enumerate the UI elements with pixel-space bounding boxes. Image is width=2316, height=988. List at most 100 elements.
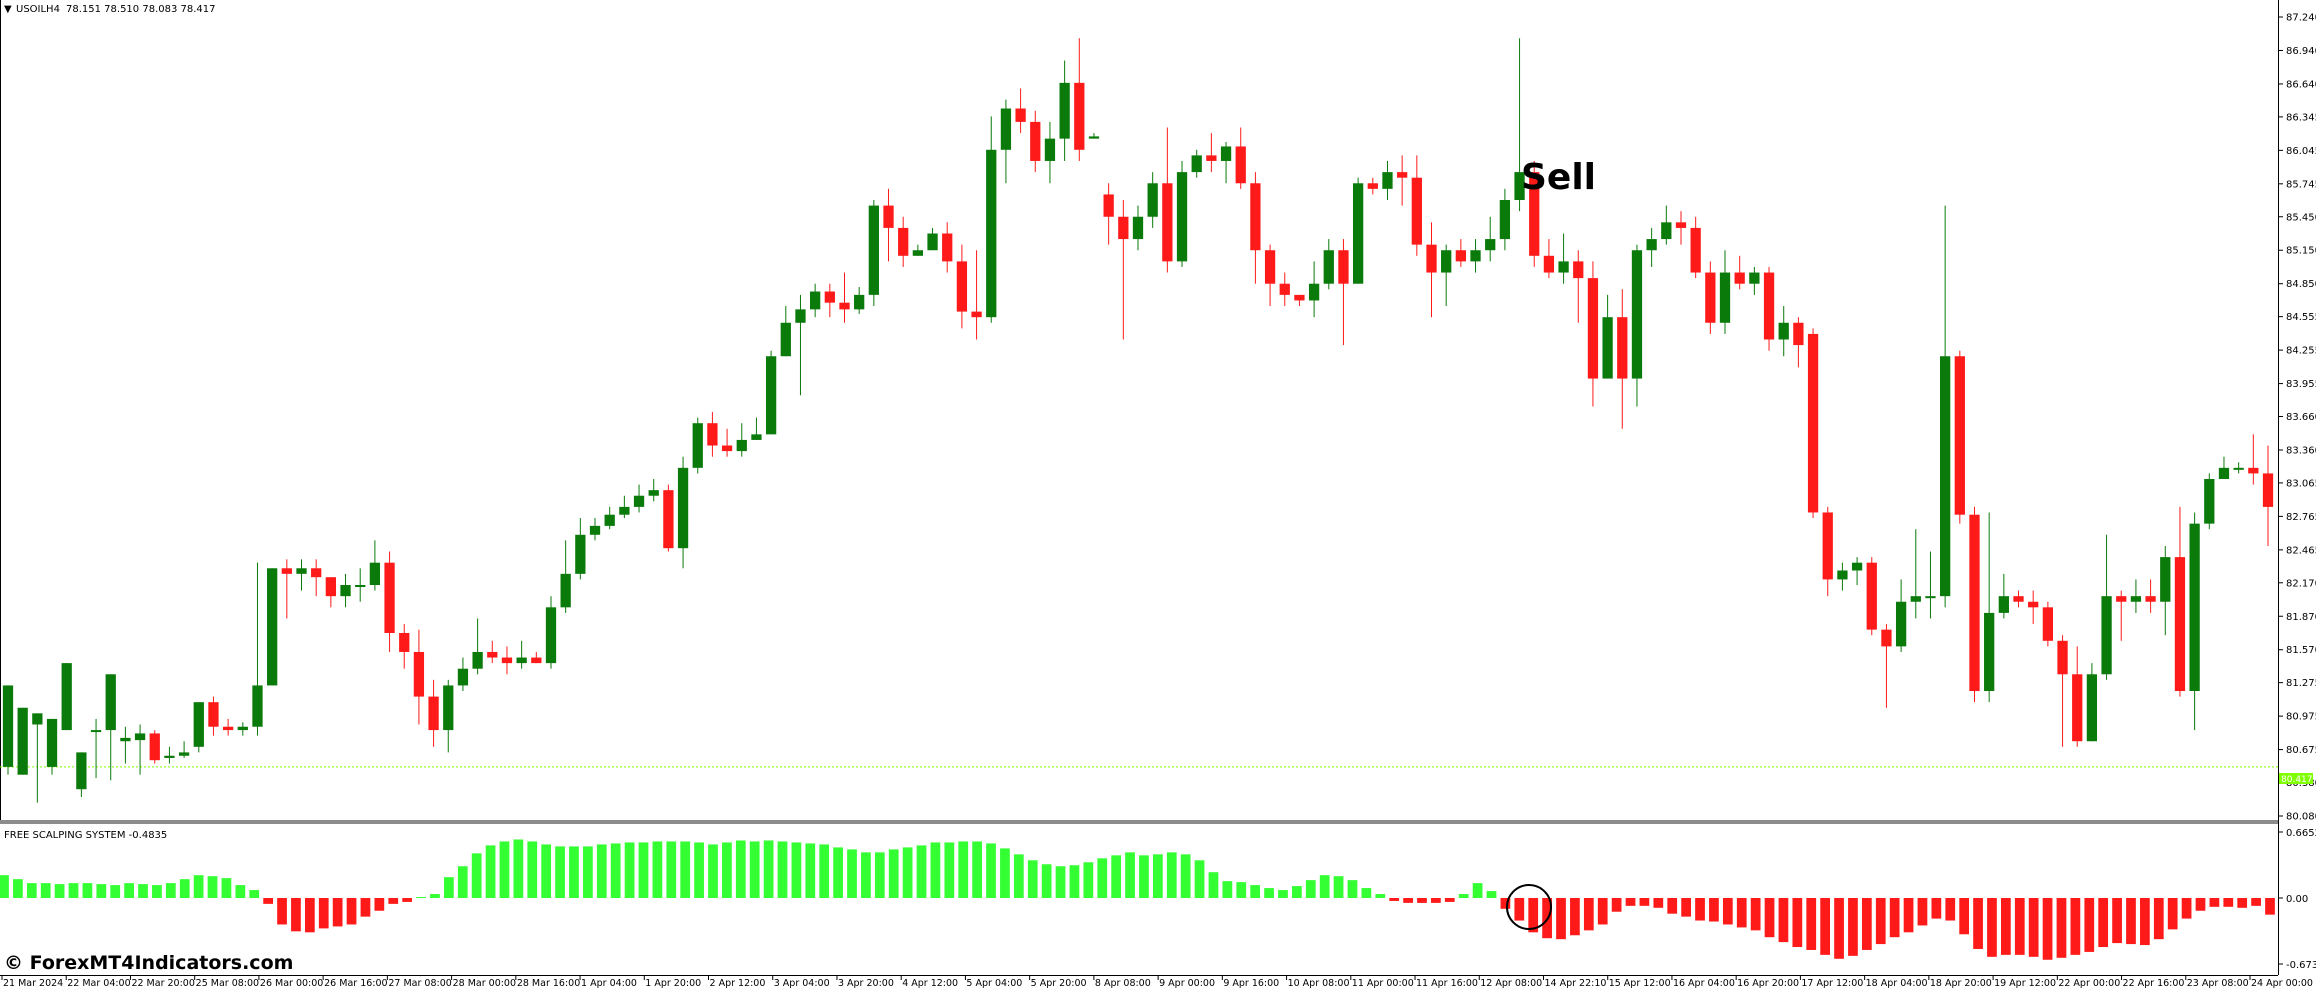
candle-body — [648, 490, 659, 496]
candle — [1338, 239, 1349, 346]
time-tick-label: 8 Apr 08:00 — [1095, 978, 1151, 988]
candle — [399, 624, 410, 669]
candle — [883, 188, 894, 262]
candle — [1793, 317, 1804, 368]
histogram-bar — [1305, 880, 1316, 898]
candle — [1661, 205, 1672, 245]
histogram-bar — [430, 894, 440, 898]
candle — [1323, 239, 1334, 290]
histogram-bar — [1695, 898, 1705, 921]
price-tick-label: 83.955 — [2286, 379, 2316, 390]
time-tick-label: 28 Mar 16:00 — [517, 978, 580, 988]
candle-body — [1778, 322, 1789, 340]
time-tick-label: 9 Apr 00:00 — [1159, 978, 1215, 988]
candle-body — [32, 713, 43, 725]
histogram-bar — [193, 875, 204, 898]
candle-body — [1954, 356, 1965, 515]
candle — [1749, 266, 1760, 295]
price-tick-label: 81.570 — [2286, 645, 2316, 656]
watermark: © ForexMT4Indicators.com — [4, 952, 293, 974]
candle-body — [311, 568, 322, 578]
histogram-bar — [402, 898, 413, 902]
candle — [1118, 200, 1129, 340]
histogram-bar — [1889, 898, 1900, 938]
candle — [281, 559, 292, 619]
time-tick-label: 5 Apr 20:00 — [1031, 978, 1087, 988]
chart-menu-icon[interactable]: ▼ — [4, 4, 12, 15]
candle-body — [1895, 601, 1907, 647]
time-tick-label: 22 Apr 00:00 — [2058, 978, 2120, 988]
candle — [1220, 141, 1232, 184]
candle — [2174, 506, 2186, 697]
candle — [986, 116, 997, 323]
time-tick-label: 17 Apr 12:00 — [1801, 978, 1863, 988]
histogram-bar — [819, 844, 830, 898]
candle-body — [1910, 596, 1921, 602]
histogram-bar — [82, 883, 93, 898]
histogram-bar — [1222, 881, 1233, 898]
candle-body — [1837, 570, 1848, 580]
histogram-bar — [944, 842, 955, 898]
candle-body — [1719, 272, 1731, 323]
candle — [1969, 506, 1980, 703]
histogram-bar — [1667, 898, 1678, 914]
candle-body — [707, 423, 718, 446]
candle — [692, 417, 703, 474]
histogram-bar — [1903, 898, 1914, 933]
price-tick-label: 84.850 — [2286, 279, 2316, 290]
histogram-bar — [1097, 858, 1108, 898]
histogram-bar — [1389, 898, 1400, 901]
candle-body — [1617, 317, 1628, 379]
candle — [237, 722, 248, 736]
candle-body — [1367, 183, 1378, 189]
price-tick-label: 85.150 — [2286, 246, 2316, 257]
histogram-bar — [1000, 848, 1010, 898]
candle — [1514, 38, 1525, 212]
candle — [2262, 445, 2274, 546]
histogram-bar — [972, 841, 982, 898]
candle-body — [1279, 283, 1290, 295]
price-tick-label: 86.640 — [2286, 79, 2316, 90]
candle-body — [428, 696, 439, 731]
histogram-bar — [124, 883, 134, 898]
candle-body — [340, 585, 351, 597]
histogram-bar — [1264, 888, 1274, 898]
candle-body — [1294, 294, 1305, 301]
candle — [2, 685, 14, 775]
histogram-bar — [68, 883, 79, 898]
candle-body — [2013, 596, 2024, 602]
histogram-bar — [1681, 898, 1691, 917]
candle-body — [193, 702, 204, 747]
candle-body — [956, 261, 968, 312]
candle-body — [2130, 596, 2142, 602]
candle — [1631, 244, 1643, 407]
histogram-bar — [1625, 898, 1636, 906]
candle-body — [810, 291, 821, 310]
candle — [384, 551, 395, 652]
histogram-bar — [1431, 898, 1441, 903]
candle-body — [1044, 138, 1056, 161]
candle-body — [1206, 155, 1217, 161]
candle — [912, 244, 924, 256]
price-tick-label: 80.975 — [2286, 712, 2316, 723]
time-tick-label: 21 Mar 2024 — [3, 978, 63, 988]
pane-separator[interactable] — [0, 820, 2278, 824]
histogram-bar — [1987, 898, 1997, 957]
histogram-bar — [624, 842, 635, 898]
candle — [1543, 239, 1555, 279]
time-tick-label: 15 Apr 12:00 — [1609, 978, 1671, 988]
histogram-bar — [1556, 898, 1566, 940]
candle — [428, 679, 439, 747]
candle-body — [1661, 222, 1672, 240]
histogram-bar — [2195, 898, 2206, 911]
candle-body — [1030, 121, 1041, 161]
histogram-bar — [26, 883, 37, 898]
time-tick-label: 22 Mar 04:00 — [67, 978, 130, 988]
histogram-bar — [2084, 898, 2095, 952]
candle — [1088, 133, 1100, 139]
indicator-title: FREE SCALPING SYSTEM -0.4835 — [4, 830, 167, 841]
time-tick-label: 18 Apr 20:00 — [1930, 978, 1992, 988]
candle — [1485, 216, 1496, 262]
candle — [2233, 462, 2244, 474]
